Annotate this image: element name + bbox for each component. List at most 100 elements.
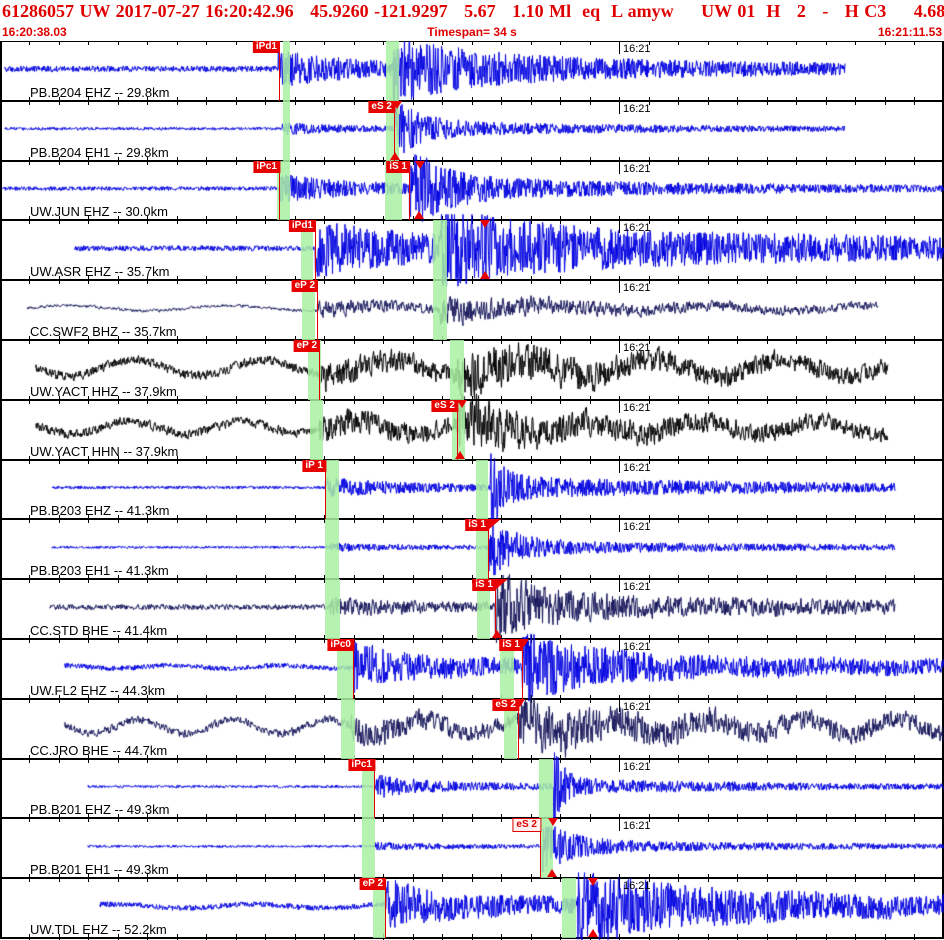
pick-uncertainty-band bbox=[476, 519, 488, 580]
phase-pick-label[interactable]: iS 1 bbox=[465, 519, 489, 532]
pick-uncertainty-band bbox=[325, 459, 339, 520]
trace-row[interactable]: 16:21 PB.B201 EH1 -- 49.3km eS 2 bbox=[0, 818, 944, 879]
station-channel-label: UW.JUN EHZ -- 30.0km bbox=[30, 204, 168, 220]
phase-pick-label[interactable]: iPc0 bbox=[327, 639, 354, 651]
predicted-arrival-marker bbox=[588, 928, 598, 937]
phase-pick-label[interactable]: eP 2 bbox=[291, 280, 318, 293]
phase-pick-label[interactable]: iS 1 bbox=[499, 639, 523, 651]
phase-pick-label[interactable]: iS 1 bbox=[386, 160, 410, 173]
phase-pick-line[interactable] bbox=[317, 280, 318, 340]
pick-uncertainty-band bbox=[476, 459, 488, 520]
pick-uncertainty-band bbox=[450, 340, 464, 400]
phase-pick-line[interactable] bbox=[325, 459, 326, 520]
pick-uncertainty-band bbox=[301, 220, 313, 281]
minute-time-label: 16:21 bbox=[623, 401, 651, 414]
phase-pick-line[interactable] bbox=[279, 41, 280, 101]
trace-row[interactable]: 16:21 UW.YACT HHN -- 37.9km eS 2 bbox=[0, 399, 944, 460]
window-start-time: 16:20:38.03 bbox=[2, 25, 67, 39]
predicted-arrival-marker bbox=[515, 698, 525, 707]
phase-pick-label[interactable]: iPc1 bbox=[253, 160, 280, 173]
phase-pick-label[interactable]: eP 2 bbox=[293, 340, 320, 352]
trace-row[interactable]: 16:21 UW.JUN EHZ -- 30.0km iPc1 iS 1 bbox=[0, 160, 944, 221]
trace-row[interactable]: 16:21 PB.B204 EH1 -- 29.8km eS 2 bbox=[0, 100, 944, 161]
trace-row[interactable]: 16:21 CC.JRO BHE -- 44.7km eS 2 bbox=[0, 698, 944, 759]
phase-pick-label[interactable]: iP 1 bbox=[302, 459, 326, 472]
phase-pick-line[interactable] bbox=[540, 818, 541, 879]
minute-time-label: 16:21 bbox=[623, 342, 651, 354]
station-channel-label: UW.TDL EHZ -- 52.2km bbox=[30, 921, 167, 937]
phase-pick-line[interactable] bbox=[495, 579, 496, 639]
phase-pick-line[interactable] bbox=[385, 878, 386, 938]
trace-row[interactable]: 16:21 PB.B203 EHZ -- 41.3km iP 1 bbox=[0, 459, 944, 520]
pick-uncertainty-band bbox=[362, 818, 375, 879]
phase-pick-line[interactable] bbox=[374, 758, 375, 819]
pick-uncertainty-band bbox=[325, 579, 340, 639]
phase-pick-label[interactable]: iPc1 bbox=[348, 758, 375, 771]
minute-time-label: 16:21 bbox=[623, 581, 651, 594]
predicted-arrival-marker bbox=[390, 151, 400, 160]
phase-pick-label[interactable]: iPd1 bbox=[288, 220, 316, 233]
window-end-time: 16:21:11.53 bbox=[877, 25, 942, 39]
predicted-arrival-marker bbox=[392, 100, 402, 109]
phase-pick-line[interactable] bbox=[353, 639, 354, 699]
phase-pick-label[interactable]: eP 2 bbox=[359, 878, 386, 891]
phase-pick-line[interactable] bbox=[488, 519, 489, 580]
station-channel-label: UW.YACT HHZ -- 37.9km bbox=[30, 383, 177, 399]
pick-uncertainty-band bbox=[308, 340, 321, 400]
station-channel-label: PB.B201 EHZ -- 49.3km bbox=[30, 802, 170, 818]
phase-pick-label[interactable]: eS 2 bbox=[492, 698, 519, 711]
station-channel-label: UW.YACT HHN -- 37.9km bbox=[30, 443, 179, 459]
phase-pick-line[interactable] bbox=[394, 100, 395, 161]
trace-row[interactable]: 16:21 PB.B203 EH1 -- 41.3km iS 1 bbox=[0, 519, 944, 580]
station-channel-label: PB.B204 EHZ -- 29.8km bbox=[30, 84, 170, 100]
minute-time-label: 16:21 bbox=[623, 521, 651, 534]
phase-pick-line[interactable] bbox=[457, 399, 458, 460]
timespan-label: Timespan= 34 s bbox=[427, 25, 517, 39]
trace-row[interactable]: 16:21 UW.TDL EHZ -- 52.2km eP 2 bbox=[0, 878, 944, 938]
trace-row[interactable]: 16:21 UW.ASR EHZ -- 35.7km iPd1 bbox=[0, 220, 944, 281]
pick-uncertainty-band bbox=[477, 579, 490, 639]
phase-pick-line[interactable] bbox=[518, 698, 519, 759]
phase-pick-line[interactable] bbox=[409, 160, 410, 221]
pick-uncertainty-band bbox=[433, 280, 447, 340]
phase-pick-label[interactable]: iS 1 bbox=[472, 579, 496, 592]
time-axis-header: 16:20:38.03 Timespan= 34 s 16:21:11.53 bbox=[0, 25, 944, 40]
minute-time-label: 16:21 bbox=[623, 461, 651, 474]
pick-uncertainty-band bbox=[302, 280, 315, 340]
phase-pick-label[interactable]: eS 2 bbox=[512, 818, 541, 833]
trace-row[interactable]: 16:21 UW.YACT HHZ -- 37.9km eP 2 bbox=[0, 340, 944, 400]
phase-pick-line[interactable] bbox=[315, 220, 316, 281]
trace-row[interactable]: 16:21 CC.STD BHE -- 41.4km iS 1 bbox=[0, 579, 944, 639]
pick-uncertainty-band bbox=[373, 878, 385, 938]
pick-uncertainty-band bbox=[386, 41, 399, 101]
predicted-arrival-marker bbox=[414, 211, 424, 220]
pick-uncertainty-band bbox=[341, 698, 355, 759]
phase-pick-label[interactable]: eS 2 bbox=[368, 100, 395, 113]
pick-uncertainty-band bbox=[277, 160, 290, 221]
predicted-arrival-marker bbox=[480, 271, 490, 280]
station-channel-label: CC.JRO BHE -- 44.7km bbox=[30, 742, 168, 758]
phase-pick-line[interactable] bbox=[522, 639, 523, 699]
station-channel-label: CC.SWF2 BHZ -- 35.7km bbox=[30, 323, 177, 339]
minute-time-label: 16:21 bbox=[623, 820, 651, 833]
phase-pick-label[interactable]: eS 2 bbox=[431, 399, 458, 412]
trace-row[interactable]: 16:21 UW.FL2 EHZ -- 44.3km iPc0 iS 1 bbox=[0, 639, 944, 699]
trace-row[interactable]: 16:21 PB.B201 EHZ -- 49.3km iPc1 bbox=[0, 758, 944, 819]
trace-row[interactable]: 16:21 PB.B204 EHZ -- 29.8km iPd1 bbox=[0, 41, 944, 101]
phase-pick-line[interactable] bbox=[279, 160, 280, 221]
event-summary-line: 61286057 UW 2017-07-27 16:20:42.96 45.92… bbox=[2, 1, 944, 21]
pick-uncertainty-band bbox=[539, 758, 553, 819]
minute-time-label: 16:21 bbox=[623, 700, 651, 713]
pick-uncertainty-band bbox=[562, 878, 576, 938]
phase-pick-line[interactable] bbox=[319, 340, 320, 400]
station-channel-label: UW.FL2 EHZ -- 44.3km bbox=[30, 682, 166, 698]
predicted-arrival-marker bbox=[492, 629, 502, 638]
minute-time-label: 16:21 bbox=[623, 162, 651, 175]
predicted-arrival-marker bbox=[519, 639, 529, 647]
station-channel-label: PB.B203 EHZ -- 41.3km bbox=[30, 503, 170, 519]
pick-uncertainty-band bbox=[385, 160, 402, 221]
phase-pick-label[interactable]: iPd1 bbox=[252, 41, 280, 53]
trace-row[interactable]: 16:21 CC.SWF2 BHZ -- 35.7km eP 2 bbox=[0, 280, 944, 340]
